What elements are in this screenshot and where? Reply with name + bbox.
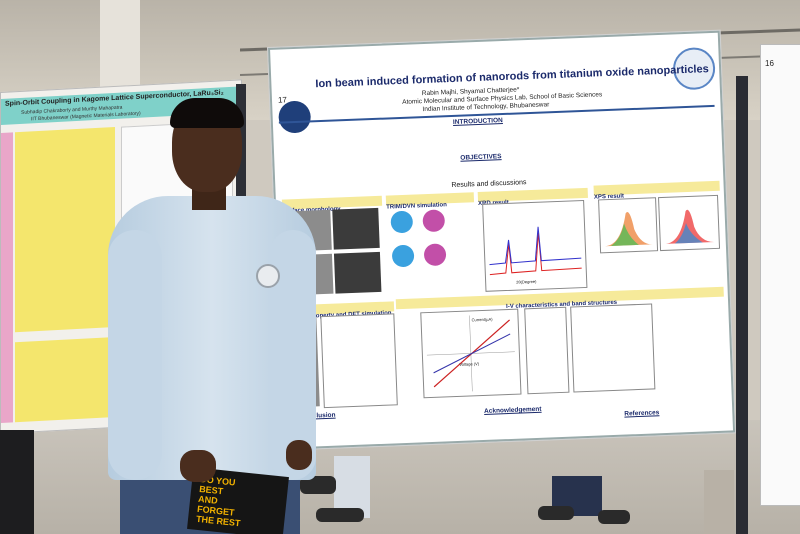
section-results: Results and discussions (451, 179, 527, 190)
shoe (538, 506, 574, 520)
poster-title: Ion beam induced formation of nanorods f… (315, 63, 709, 91)
xps-peaks (604, 212, 653, 247)
right-poster: 16 (760, 44, 800, 506)
simulation-sphere (422, 209, 446, 233)
institute-logo-icon (278, 100, 312, 134)
section-introduction: INTRODUCTION (452, 117, 503, 126)
shoe (300, 476, 336, 494)
right-poster-number: 16 (765, 59, 774, 68)
simulation-sphere (390, 210, 414, 234)
section-acknowledgement: Acknowledgement (483, 405, 542, 415)
left-poster-side-strip (1, 132, 13, 423)
book-cover-text: DO YOU BEST AND FORGET THE REST (195, 473, 241, 529)
shirt-badge-icon (256, 264, 280, 288)
bystander-legs (704, 470, 734, 534)
person-hair (170, 98, 244, 128)
bystander-legs (334, 456, 370, 518)
band-trim: TRIM/DVN simulation (385, 192, 475, 211)
simulation-sphere (391, 244, 415, 268)
shoe (598, 510, 630, 524)
objectives-text-block (287, 160, 587, 188)
dft-structure (320, 313, 398, 409)
xrd-curves (489, 226, 582, 276)
xps-text-block (600, 251, 719, 292)
shoe (316, 508, 364, 522)
iv-plot: Voltage (V) Current(µA) (420, 308, 522, 399)
xrd-plot: 2θ(Degree) (482, 199, 588, 292)
section-references: References (624, 409, 660, 418)
xrd-x-axis-label: 2θ(Degree) (516, 278, 537, 285)
iv-curves (426, 315, 515, 392)
band-structure-plot (524, 306, 570, 395)
person-right-hand (286, 440, 312, 470)
simulation-sphere (423, 243, 447, 267)
section-objectives: OBJECTIVES (460, 153, 502, 162)
iv-x-axis-label: Voltage (V) (459, 361, 480, 367)
poster-stand-right (736, 76, 748, 534)
label-trim: TRIM/DVN simulation (386, 202, 447, 211)
tem-image (332, 207, 380, 250)
xps-plot (658, 194, 721, 252)
iv-text-block (654, 301, 725, 388)
person-left-hand (180, 450, 216, 482)
tem-image (333, 251, 382, 294)
xps-plot (598, 197, 659, 254)
xps-peaks (664, 209, 715, 244)
person-left-arm (108, 230, 162, 480)
left-poster-text-panel (15, 126, 115, 333)
center-poster: 17 Ion beam induced formation of nanorod… (268, 30, 736, 450)
iv-y-axis-label: Current(µA) (471, 316, 493, 323)
band-structure-plot (570, 303, 656, 393)
person-left-edge (0, 430, 34, 534)
band-xps: XPS result (593, 180, 720, 201)
